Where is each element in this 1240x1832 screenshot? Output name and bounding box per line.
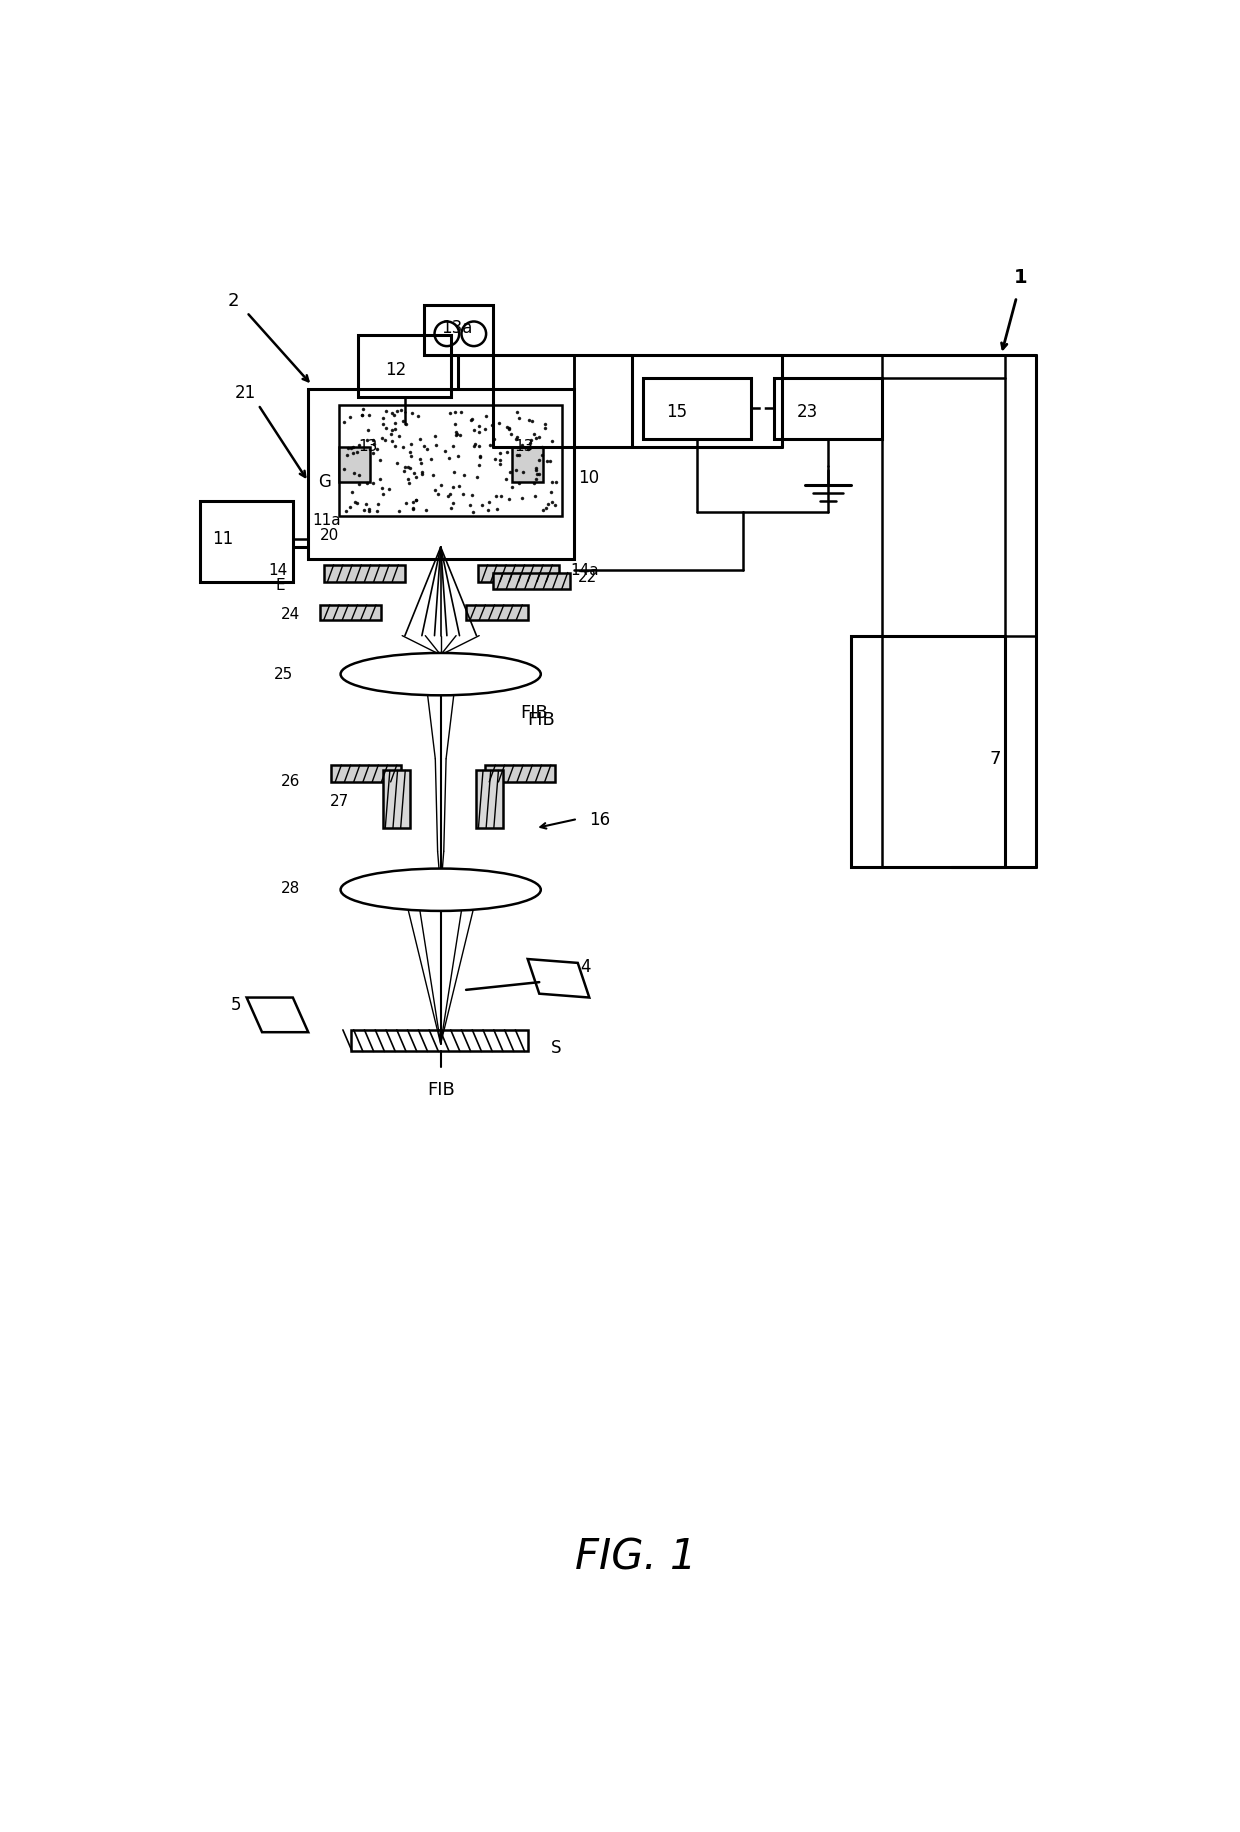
Bar: [309, 388, 574, 559]
Text: 15: 15: [666, 403, 687, 421]
Text: 4: 4: [580, 958, 590, 976]
Bar: [494, 572, 570, 590]
Text: G: G: [319, 473, 331, 491]
Text: FIB: FIB: [528, 711, 556, 729]
Bar: [485, 766, 554, 782]
Text: 24: 24: [281, 606, 300, 621]
Bar: [512, 447, 543, 482]
Polygon shape: [528, 958, 589, 998]
Bar: [383, 771, 410, 828]
Text: 22: 22: [578, 570, 596, 586]
Polygon shape: [247, 998, 309, 1031]
Text: 23: 23: [797, 403, 818, 421]
Text: 11a: 11a: [312, 513, 341, 528]
Bar: [476, 771, 503, 828]
Text: E: E: [275, 579, 285, 594]
Bar: [466, 605, 528, 621]
Bar: [644, 377, 751, 440]
Bar: [774, 377, 882, 440]
Bar: [851, 636, 1006, 867]
Text: 20: 20: [320, 528, 339, 542]
Bar: [339, 405, 563, 517]
Text: 10: 10: [578, 469, 599, 487]
Text: FIB: FIB: [427, 1081, 455, 1099]
Bar: [324, 564, 404, 583]
Text: 28: 28: [281, 881, 300, 896]
Bar: [331, 766, 401, 782]
Bar: [424, 304, 494, 355]
Text: 11: 11: [212, 531, 233, 548]
Text: FIB: FIB: [520, 703, 548, 722]
Ellipse shape: [341, 868, 541, 911]
Text: 27: 27: [330, 793, 350, 808]
Text: 2: 2: [227, 291, 239, 310]
Bar: [358, 335, 450, 398]
Text: FIG. 1: FIG. 1: [575, 1537, 696, 1579]
Text: 16: 16: [589, 812, 610, 830]
Text: S: S: [551, 1039, 562, 1057]
Bar: [201, 500, 293, 583]
Text: 13: 13: [513, 440, 533, 454]
Text: 21: 21: [236, 385, 257, 401]
Text: 13a: 13a: [441, 319, 472, 337]
Text: 25: 25: [274, 667, 293, 682]
Text: 5: 5: [231, 997, 242, 1015]
Bar: [351, 1030, 528, 1052]
Ellipse shape: [341, 652, 541, 696]
Text: 12: 12: [384, 361, 405, 379]
Bar: [339, 447, 370, 482]
Text: 26: 26: [281, 775, 300, 790]
Text: 14: 14: [268, 562, 288, 577]
Text: 7: 7: [990, 749, 1001, 768]
Bar: [477, 564, 558, 583]
Text: 1: 1: [1013, 267, 1027, 288]
Text: 14a: 14a: [570, 562, 599, 577]
Bar: [320, 605, 382, 621]
Text: 13: 13: [358, 440, 378, 454]
